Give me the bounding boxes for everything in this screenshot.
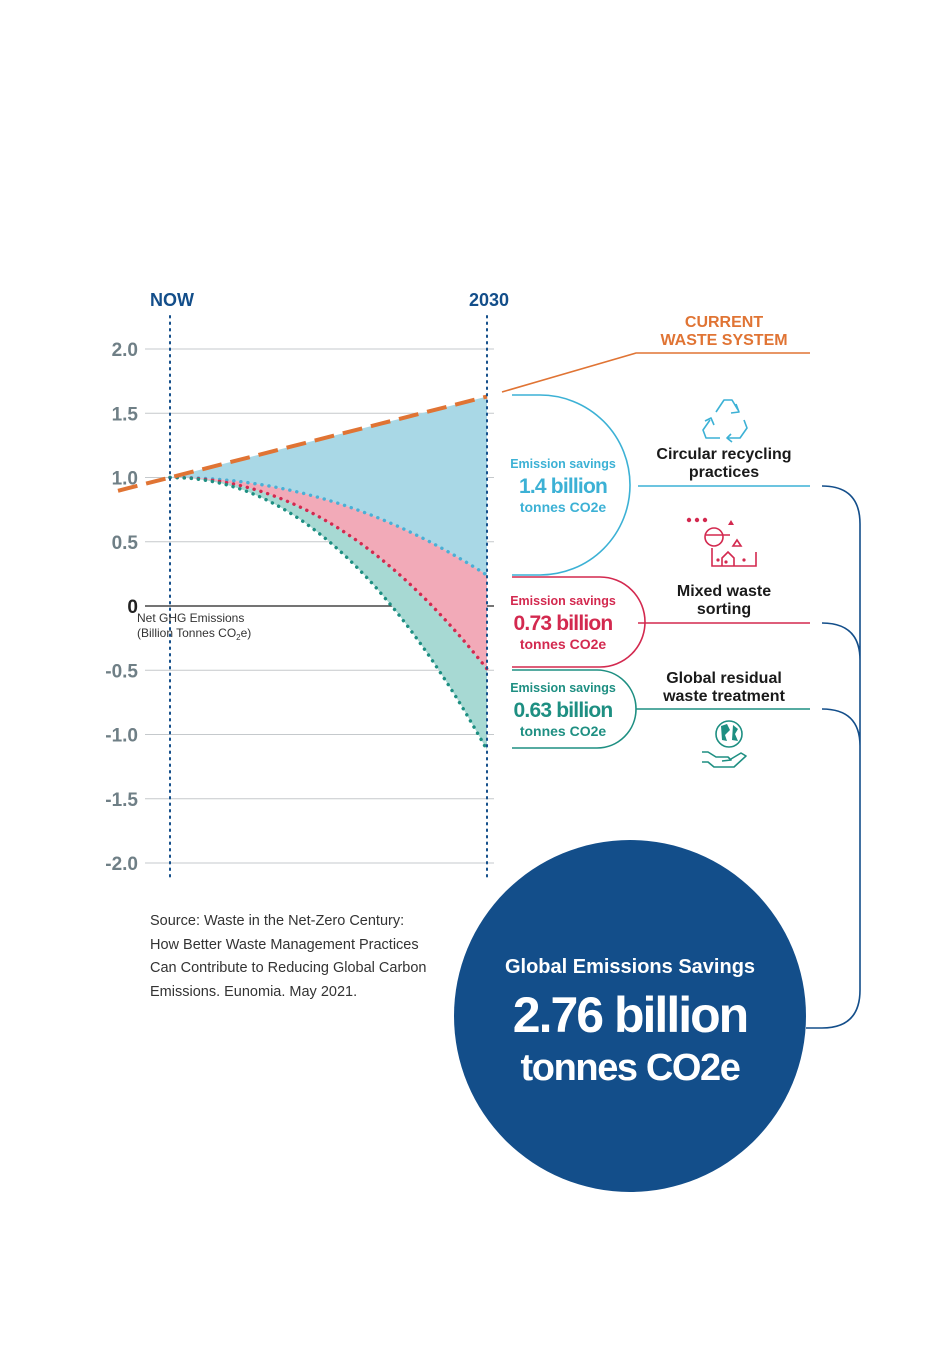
savings-unit-1: tonnes CO2e [520, 499, 607, 515]
practice-2-line1: Mixed waste [677, 583, 771, 600]
area-recycling [170, 396, 487, 576]
total-unit: tonnes CO2e [521, 1047, 740, 1089]
source-line: How Better Waste Management Practices [150, 936, 419, 953]
total-value: 2.76 billion [513, 987, 747, 1043]
savings-bracket-sorting: Emission savings 0.73 billion tonnes CO2… [510, 576, 810, 668]
x-label-now: NOW [150, 290, 194, 310]
practice-2-line2: sorting [697, 601, 751, 618]
connector-bracket [806, 485, 861, 1029]
y-axis-label-line2: (Billion Tonnes CO2e) [137, 626, 251, 642]
scenario-curves [117, 394, 489, 752]
practice-1-line1: Circular recycling [656, 446, 791, 463]
y-axis-label-line1: Net GHG Emissions [137, 611, 244, 625]
area-sorting [170, 477, 487, 669]
savings-value-1: 1.4 billion [519, 475, 607, 498]
current-label-line2: WASTE SYSTEM [660, 332, 787, 349]
current-system-line [117, 394, 488, 493]
y-tick-label: -2.0 [105, 854, 138, 875]
practice-3-line2: waste treatment [662, 688, 785, 705]
y-tick-label: -1.5 [105, 790, 138, 811]
savings-label-2: Emission savings [510, 594, 616, 608]
x-label-2030: 2030 [469, 290, 509, 310]
source-note: Source: Waste in the Net-Zero Century: H… [150, 910, 460, 1004]
y-tick-label: 2.0 [112, 340, 138, 361]
y-tick-label: 1.5 [112, 404, 139, 425]
total-title: Global Emissions Savings [505, 956, 755, 978]
source-line: Emissions. Eunomia. May 2021. [150, 983, 358, 1000]
savings-unit-3: tonnes CO2e [520, 723, 607, 739]
y-tick-label: -0.5 [105, 661, 138, 682]
y-tick-label: 0.5 [112, 533, 139, 554]
savings-bracket-recycling: Emission savings 1.4 billion tonnes CO2e [510, 394, 810, 576]
savings-areas [170, 396, 487, 750]
curve-recycling [168, 475, 489, 577]
total-savings-badge: Global Emissions Savings 2.76 billion to… [454, 840, 806, 1192]
savings-label-1: Emission savings [510, 457, 616, 471]
savings-label-3: Emission savings [510, 681, 616, 695]
y-axis: 2.0 1.5 1.0 0.5 0 -0.5 -1.0 -1.5 -2.0 [105, 340, 138, 875]
current-system-label: CURRENT WASTE SYSTEM [501, 314, 810, 393]
savings-unit-2: tonnes CO2e [520, 636, 607, 652]
savings-bracket-residual: Emission savings 0.63 billion tonnes CO2… [510, 669, 810, 749]
recycle-icon [702, 399, 748, 443]
y-tick-label: 0 [127, 597, 138, 618]
y-tick-label: 1.0 [112, 469, 138, 490]
globe-hand-icon [702, 720, 747, 768]
savings-value-3: 0.63 billion [514, 699, 613, 722]
area-residual [170, 477, 487, 750]
practice-3-line1: Global residual [666, 670, 782, 687]
source-line: Source: Waste in the Net-Zero Century: [150, 913, 405, 929]
sorting-icon [686, 517, 757, 567]
practice-1-line2: practices [689, 464, 759, 481]
source-line: Can Contribute to Reducing Global Carbon [150, 960, 427, 976]
savings-value-2: 0.73 billion [514, 612, 613, 635]
y-tick-label: -1.0 [105, 726, 138, 747]
time-markers [169, 315, 488, 881]
current-label-line1: CURRENT [685, 314, 763, 331]
